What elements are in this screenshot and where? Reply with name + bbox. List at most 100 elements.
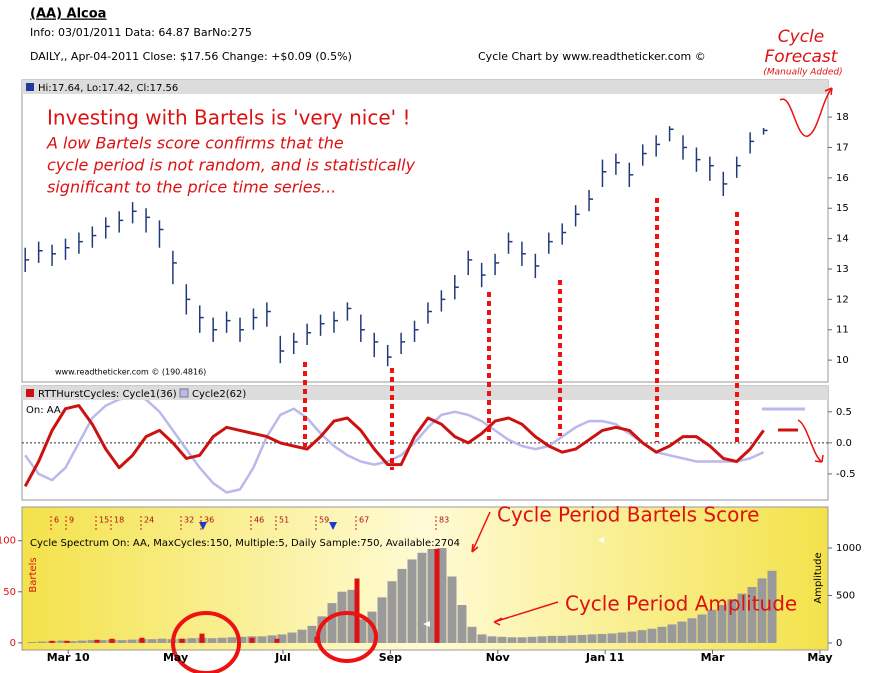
spectrum-plot	[27, 548, 777, 643]
period-label: 46	[254, 516, 264, 525]
amplitude-bar	[27, 642, 37, 643]
amplitude-bar	[597, 633, 607, 643]
forecast-title: Forecast	[765, 47, 839, 67]
period-label: 15	[99, 516, 109, 525]
amplitude-bar	[317, 616, 327, 643]
amplitude-bar	[637, 630, 647, 643]
highlight-circles	[171, 611, 378, 673]
period-label: 18	[114, 516, 124, 525]
amplitude-bar	[77, 640, 87, 643]
forecast-sketch	[779, 87, 833, 463]
y-tick-label: 16	[836, 173, 849, 184]
bartels-bar	[139, 637, 145, 643]
legend-swatch	[26, 83, 34, 91]
amplitude-bar	[57, 640, 67, 643]
amplitude-bar	[657, 626, 667, 643]
amplitude-bar	[387, 581, 397, 643]
amplitude-bar	[97, 640, 107, 643]
amplitude-bar	[227, 637, 237, 643]
annotation-arrows	[471, 511, 559, 626]
bartels-bar	[109, 638, 115, 643]
amplitude-bar	[647, 628, 657, 643]
forecast-note: (Manually Added)	[763, 68, 842, 78]
y-tick-label: 0.5	[836, 407, 852, 418]
y-tick-label: 100	[0, 536, 16, 547]
amplitude-bar	[407, 559, 417, 643]
amplitude-bar	[377, 597, 387, 643]
amplitude-bar	[727, 599, 737, 643]
amplitude-bar	[707, 609, 717, 643]
amplitude-bar	[517, 637, 527, 643]
period-label: 9	[69, 516, 74, 525]
amplitude-bar	[297, 629, 307, 643]
amplitude-bar	[747, 586, 757, 643]
x-tick-label: Jul	[274, 651, 291, 664]
y-tick-label: 1000	[836, 543, 861, 554]
price-panel	[21, 79, 829, 383]
amplitude-bar	[147, 639, 157, 643]
amplitude-bar	[327, 603, 337, 643]
amplitude-bar	[417, 552, 427, 643]
annotation: Cycle Period Amplitude	[565, 592, 797, 616]
legend-entry: Cycle2(62)	[192, 389, 246, 400]
amplitude-bar	[157, 638, 167, 643]
forecast-title: Cycle	[778, 27, 824, 47]
amplitude-bar	[487, 636, 497, 643]
price-plot	[24, 126, 768, 367]
amplitude-bar	[87, 640, 97, 643]
y-tick-label: 14	[836, 234, 849, 245]
x-tick-label: Nov	[486, 651, 511, 664]
y-tick-label: 18	[836, 112, 849, 123]
amplitude-bar	[467, 626, 477, 643]
cycle-panel	[21, 385, 829, 501]
y-tick-label: 50	[3, 587, 16, 598]
amplitude-bar	[717, 604, 727, 643]
y-axis-title: Bartels	[28, 557, 39, 592]
period-label: 24	[144, 516, 154, 525]
y-tick-label: 0	[10, 638, 16, 649]
watermark: www.readtheticker.com © (190.4816)	[55, 368, 206, 377]
amplitude-bar	[347, 589, 357, 643]
amplitude-bar	[547, 635, 557, 643]
amplitude-bar	[207, 638, 217, 643]
daily-info: DAILY,, Apr-04-2011 Close: $17.56 Change…	[30, 50, 352, 63]
amplitude-bar	[457, 604, 467, 643]
amplitude-bar	[617, 632, 627, 643]
legend-entry: RTTHurstCycles: Cycle1(36)	[38, 389, 177, 400]
x-tick-label: May	[807, 651, 832, 664]
x-tick-label: Mar 10	[47, 651, 90, 664]
y-tick-label: 17	[836, 142, 849, 153]
legend-swatch	[179, 388, 189, 398]
period-label: 6	[54, 516, 59, 525]
period-label: 51	[279, 516, 289, 525]
spectrum-title: Cycle Spectrum On: AA, MaxCycles:150, Mu…	[30, 538, 460, 549]
period-label: 32	[184, 516, 194, 525]
y-tick-label: 500	[836, 590, 855, 601]
x-tick-label: Jan 11	[585, 651, 624, 664]
bartels-bar	[64, 640, 70, 643]
amplitude-bar	[537, 636, 547, 643]
subtitle: On: AA	[26, 405, 61, 416]
amplitude-bar	[767, 570, 777, 643]
y2-axis-title: Amplitude	[813, 552, 824, 603]
amplitude-bar	[737, 593, 747, 643]
amplitude-bar	[427, 548, 437, 643]
amplitude-bar	[437, 548, 447, 643]
y-tick-label: 11	[836, 325, 849, 336]
bartels-bar	[354, 578, 360, 643]
amplitude-bar	[627, 631, 637, 643]
amplitude-bar	[757, 578, 767, 643]
annotation: cycle period is not random, and is stati…	[47, 156, 416, 175]
amplitude-bar	[67, 641, 77, 643]
bartels-bar	[274, 638, 280, 643]
amplitude-bar	[117, 640, 127, 643]
amplitude-bar	[607, 633, 617, 643]
amplitude-bar	[557, 635, 567, 643]
amplitude-bar	[357, 619, 367, 643]
period-label: 36	[204, 516, 214, 525]
panel-header	[22, 386, 828, 400]
bartels-bar	[179, 638, 185, 643]
amplitude-bar	[587, 634, 597, 643]
cycle-line	[23, 404, 765, 488]
legend-swatch	[26, 389, 34, 397]
